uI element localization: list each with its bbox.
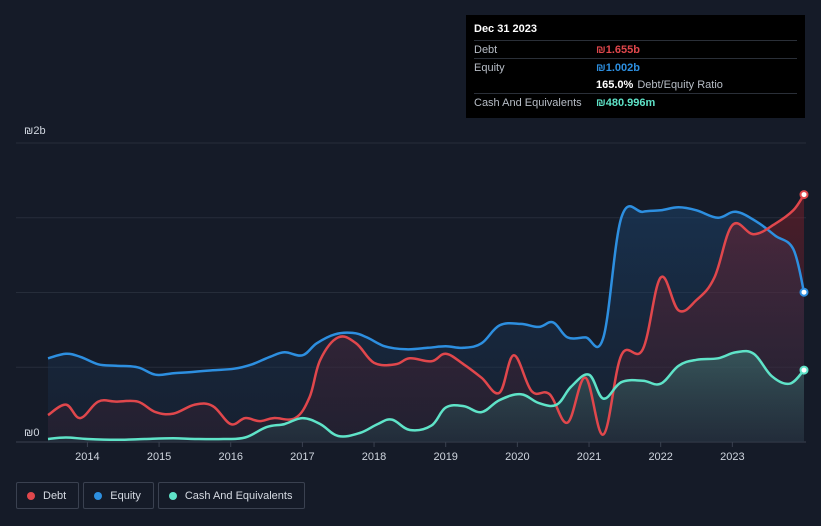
x-tick-label: 2017 (290, 451, 314, 463)
legend-dot-cash (168, 491, 177, 500)
legend-dot-equity (94, 491, 103, 500)
tooltip-ratio-label: Debt/Equity Ratio (637, 78, 723, 91)
end-marker-debt (799, 190, 809, 200)
x-tick-label: 2019 (433, 451, 457, 463)
y-tick-label: ₪2b (24, 125, 46, 137)
tooltip-cash-label: Cash And Equivalents (474, 96, 582, 109)
tooltip-equity-label: Equity (474, 61, 505, 74)
x-tick-label: 2023 (720, 451, 744, 463)
end-marker-equity (799, 287, 809, 297)
area-cash-and-equivalents (48, 351, 804, 442)
tooltip-row-ratio: 165.0% Debt/Equity Ratio (474, 76, 797, 93)
y-axis-labels: ₪2b ₪0 (24, 125, 46, 439)
x-tick-label: 2018 (362, 451, 386, 463)
legend-item-cash[interactable]: Cash And Equivalents (157, 482, 306, 509)
legend-item-debt[interactable]: Debt (16, 482, 80, 509)
x-axis-labels: 2014 2015 2016 2017 2018 2019 2020 2021 2022 2023 (75, 442, 745, 463)
line-cash-and-equivalents (47, 349, 805, 442)
series-areas (48, 194, 804, 442)
tooltip-row-cash: Cash And Equivalents ₪480.996m (474, 93, 797, 111)
x-tick-label: 2014 (75, 451, 99, 463)
legend-label-debt: Debt (43, 489, 67, 502)
y-tick-label: ₪0 (24, 427, 39, 439)
legend-dot-debt (27, 491, 35, 500)
tooltip-date: Dec 31 2023 (474, 23, 537, 35)
x-tick-label: 2021 (577, 451, 601, 463)
tooltip-row-equity: Equity ₪1.002b (474, 58, 797, 76)
series-lines (47, 193, 806, 442)
tooltip-equity-value: ₪1.002b (596, 61, 640, 74)
x-tick-label: 2020 (505, 451, 529, 463)
legend-item-equity[interactable]: Equity (83, 482, 154, 509)
x-tick-label: 2016 (218, 451, 242, 463)
tooltip-panel: Dec 31 2023 Debt ₪1.655b Equity ₪1.002b … (466, 15, 805, 118)
x-tick-label: 2015 (147, 451, 171, 463)
line-debt (47, 193, 806, 436)
legend-label-cash: Cash And Equivalents (184, 489, 293, 502)
series-end-markers (799, 190, 809, 375)
tooltip-ratio-percent: 165.0% (596, 78, 634, 91)
tooltip-row-debt: Debt ₪1.655b (474, 40, 797, 58)
tooltip-cash-value: ₪480.996m (596, 96, 656, 109)
tooltip-debt-label: Debt (474, 43, 498, 56)
chart-legend: Debt Equity Cash And Equivalents (16, 482, 306, 509)
tooltip-debt-value: ₪1.655b (596, 43, 640, 56)
x-tick-label: 2022 (648, 451, 672, 463)
line-equity (47, 205, 806, 377)
legend-label-equity: Equity (110, 489, 141, 502)
end-marker-cash-and-equivalents (799, 365, 809, 375)
